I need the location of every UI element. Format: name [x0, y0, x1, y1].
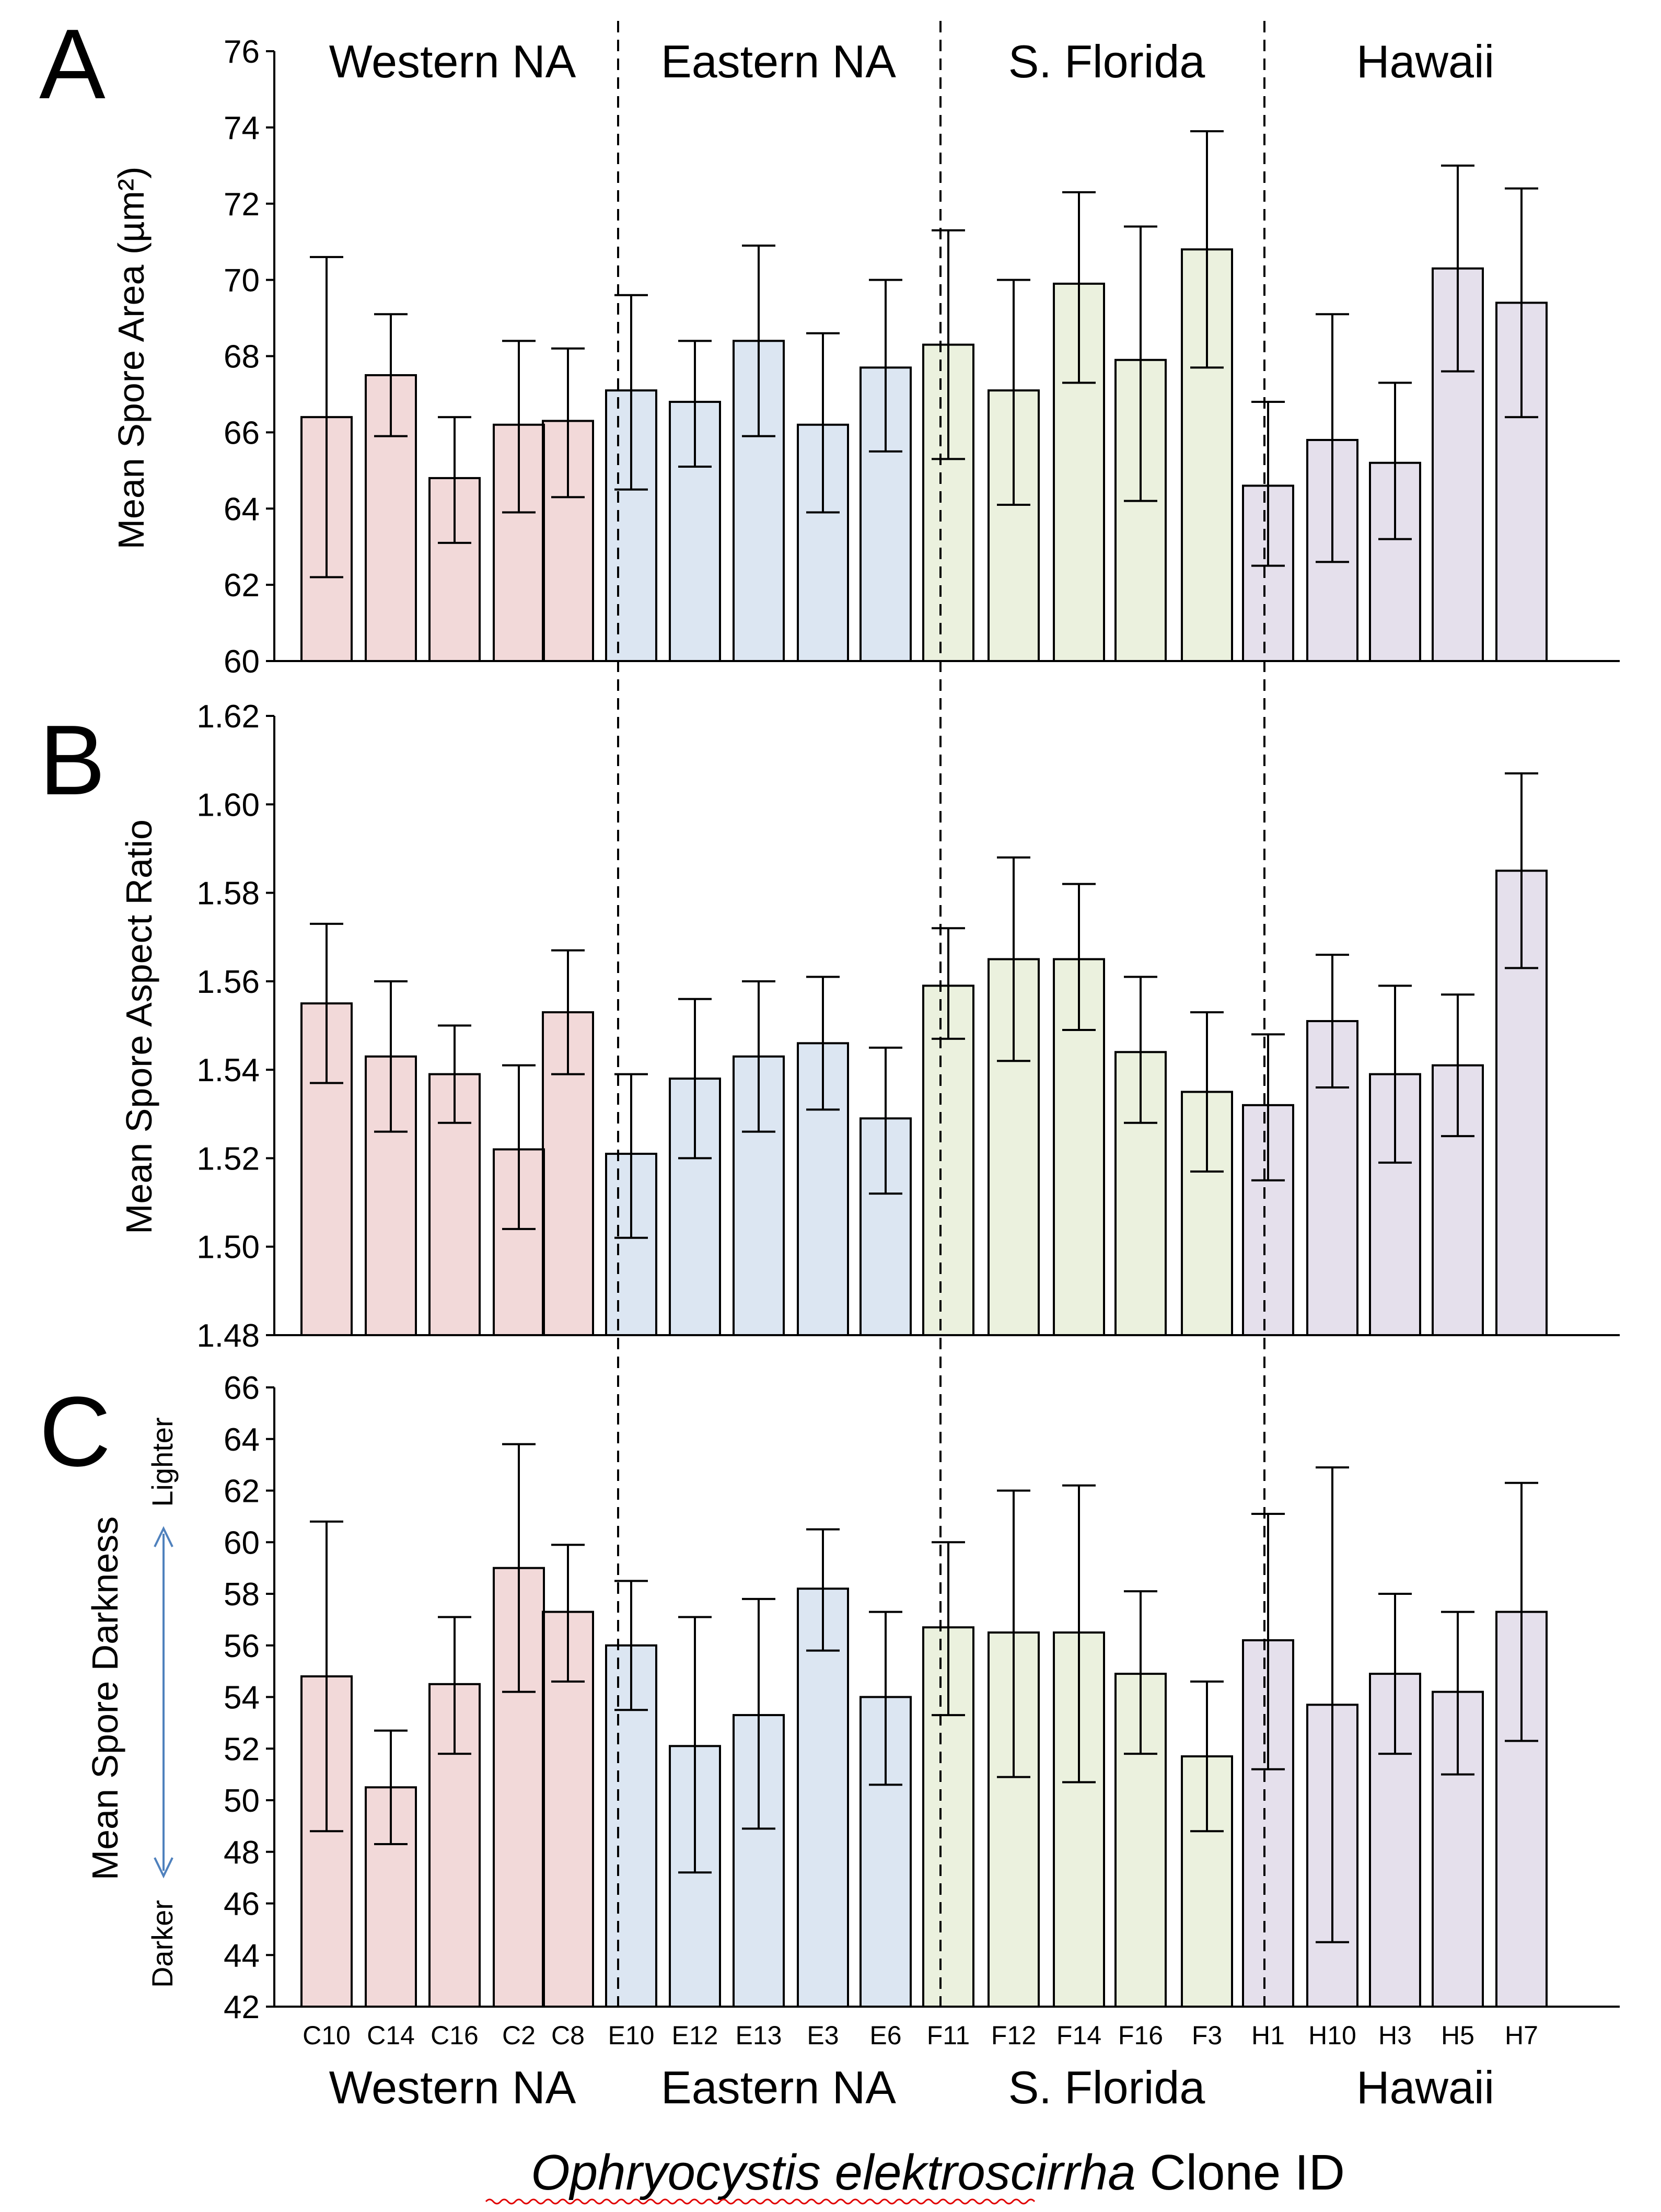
- y-tick-label: 1.58: [196, 876, 260, 912]
- top-group-label: Hawaii: [1356, 36, 1494, 87]
- x-tick-label: F14: [1056, 2021, 1101, 2050]
- panel-label: B: [39, 705, 106, 816]
- y-tick-label: 1.54: [196, 1052, 260, 1088]
- x-axis-title-suffix: Clone ID: [1136, 2145, 1345, 2201]
- y-tick-label: 66: [224, 1370, 260, 1406]
- x-axis-title-species: Ophryocystis elektroscirrha: [531, 2145, 1136, 2201]
- y-tick-label: 54: [224, 1680, 260, 1716]
- bar-fill: [923, 986, 973, 1335]
- x-tick-label: H7: [1505, 2021, 1538, 2050]
- bottom-group-label: Western NA: [329, 2062, 576, 2113]
- panels-layer: A Mean Spore Area (µm²) 60 62 64 66 68 70 72 74 76…: [39, 9, 1620, 2050]
- lighter-label: Lighter: [146, 1417, 179, 1507]
- y-tick-label: 1.50: [196, 1230, 260, 1266]
- x-tick-label: H3: [1378, 2021, 1412, 2050]
- x-tick-label: E10: [608, 2021, 655, 2050]
- y-tick-label: 1.62: [196, 699, 260, 735]
- y-tick-label: 1.52: [196, 1141, 260, 1177]
- bottom-group-label: S. Florida: [1008, 2062, 1205, 2113]
- spellcheck-underline: [485, 2198, 1036, 2205]
- y-axis-title: Mean Spore Aspect Ratio: [119, 819, 159, 1234]
- panel-label: A: [39, 9, 106, 120]
- x-tick-label: F12: [991, 2021, 1036, 2050]
- y-tick-label: 52: [224, 1731, 260, 1767]
- y-tick-label: 60: [224, 1525, 260, 1561]
- y-tick-label: 44: [224, 1938, 260, 1974]
- y-tick-label: 48: [224, 1835, 260, 1871]
- y-tick-label: 76: [224, 34, 260, 70]
- y-tick-label: 66: [224, 415, 260, 451]
- arrow-head-down: [154, 1857, 173, 1879]
- y-tick-label: 56: [224, 1628, 260, 1664]
- y-tick-label: 46: [224, 1886, 260, 1923]
- panel-b: B Mean Spore Aspect Ratio 1.48 1.50 1.52 1.54…: [39, 699, 1620, 1354]
- x-tick-label: H5: [1441, 2021, 1474, 2050]
- y-axis-title: Mean Spore Darkness: [85, 1516, 125, 1880]
- y-axis-title: Mean Spore Area (µm²): [111, 167, 152, 550]
- y-tick-label: 1.48: [196, 1318, 260, 1354]
- panel-label: C: [39, 1376, 111, 1487]
- y-tick-label: 1.60: [196, 787, 260, 823]
- x-tick-label: F16: [1118, 2021, 1163, 2050]
- x-tick-label: E3: [807, 2021, 839, 2050]
- x-tick-label: E12: [672, 2021, 718, 2050]
- x-tick-label: C16: [431, 2021, 479, 2050]
- bar-fills-layer: [301, 249, 1547, 2007]
- y-tick-label: 64: [224, 1422, 260, 1458]
- y-tick-label: 64: [224, 491, 260, 527]
- y-tick-label: 68: [224, 339, 260, 375]
- x-tick-label: E13: [736, 2021, 782, 2050]
- y-tick-label: 1.56: [196, 964, 260, 1000]
- bottom-group-label: Eastern NA: [661, 2062, 896, 2113]
- x-tick-label: H10: [1308, 2021, 1356, 2050]
- y-tick-label: 42: [224, 1989, 260, 2025]
- x-tick-label: H1: [1251, 2021, 1285, 2050]
- x-tick-label: F3: [1192, 2021, 1222, 2050]
- x-tick-label: C8: [551, 2021, 585, 2050]
- x-tick-label: C14: [367, 2021, 415, 2050]
- x-tick-label: C2: [502, 2021, 536, 2050]
- x-tick-label: F11: [927, 2021, 970, 2050]
- y-tick-label: 58: [224, 1577, 260, 1613]
- panel-a: A Mean Spore Area (µm²) 60 62 64 66 68 70 72 74 76: [39, 9, 1620, 680]
- darker-label: Darker: [146, 1900, 179, 1988]
- y-tick-label: 60: [224, 644, 260, 680]
- y-tick-label: 74: [224, 110, 260, 146]
- top-group-label: S. Florida: [1008, 36, 1205, 87]
- y-tick-label: 50: [224, 1783, 260, 1819]
- y-tick-label: 70: [224, 263, 260, 299]
- bottom-group-label: Hawaii: [1356, 2062, 1494, 2113]
- y-tick-label: 62: [224, 1474, 260, 1510]
- x-tick-label: E6: [869, 2021, 901, 2050]
- x-axis-title: Ophryocystis elektroscirrha Clone ID: [531, 2145, 1345, 2201]
- x-tick-label: C10: [303, 2021, 351, 2050]
- y-tick-label: 72: [224, 187, 260, 223]
- arrow-head-up: [154, 1526, 173, 1547]
- bar-fill: [798, 1589, 848, 2007]
- panel-c: C Mean Spore Darkness 42 44 46 48 50 52 54 56 58 60…: [39, 1370, 1620, 2050]
- y-tick-label: 62: [224, 568, 260, 604]
- top-group-label: Western NA: [329, 36, 576, 87]
- top-group-label: Eastern NA: [661, 36, 896, 87]
- group-dividers: [617, 21, 1265, 2007]
